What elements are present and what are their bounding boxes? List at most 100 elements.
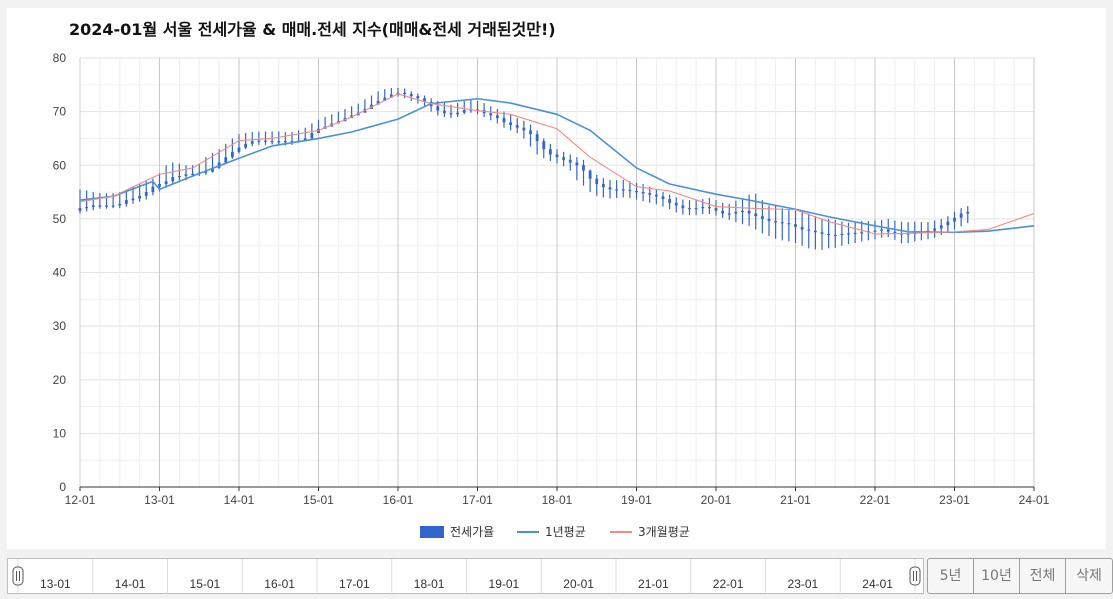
navigator-label: 21-01 xyxy=(638,577,669,591)
range-all-button[interactable]: 전체 xyxy=(1020,559,1066,593)
navigator-label: 17-01 xyxy=(339,577,370,591)
candle-body xyxy=(124,200,128,204)
legend: 전세가율 1년평균 3개월평균 xyxy=(420,525,690,539)
candle-body xyxy=(383,97,387,101)
candle-body xyxy=(85,207,89,209)
candle-body xyxy=(886,229,890,232)
candle-body xyxy=(668,199,672,203)
candle-body xyxy=(847,233,850,235)
candle-body xyxy=(237,147,241,152)
candle-body xyxy=(674,202,678,206)
navigator-svg[interactable]: 13-01 14-01 15-01 16-01 17-01 18-01 19-01 20-01… xyxy=(8,559,925,595)
candle-body xyxy=(621,189,625,191)
candle-body xyxy=(741,210,744,213)
candle-body xyxy=(555,154,559,158)
candle-body xyxy=(754,213,758,217)
candle-body xyxy=(403,92,407,95)
candle-body xyxy=(860,232,864,234)
candle-body xyxy=(747,210,751,214)
candle-body xyxy=(648,193,652,195)
navigator-label: 24-01 xyxy=(862,577,893,591)
candle-body xyxy=(780,222,784,224)
candle-body xyxy=(548,149,552,155)
x-tick-label: 17-01 xyxy=(462,493,493,507)
candle-body xyxy=(409,93,413,97)
candle-body xyxy=(515,125,519,128)
candle-body xyxy=(118,203,122,206)
candle-body xyxy=(939,225,943,229)
x-tick-label: 15-01 xyxy=(303,493,334,507)
candle-body xyxy=(641,192,645,194)
candle-body xyxy=(787,223,791,225)
series-line-quarterly xyxy=(79,93,1035,235)
range-10y-button[interactable]: 10년 xyxy=(974,559,1020,593)
x-tick-label: 12-01 xyxy=(65,493,96,507)
navigator-label: 13-01 xyxy=(40,577,71,591)
candle-body xyxy=(495,115,499,119)
chart-svg[interactable]: 0 10 20 30 40 50 60 70 80 12-01 13-01 14-01 15-01 16-… xyxy=(0,0,1113,550)
candle-body xyxy=(151,186,155,193)
navigator-label: 16-01 xyxy=(264,577,295,591)
y-tick-label: 40 xyxy=(53,266,67,280)
candle-body xyxy=(707,207,711,209)
range-button-group: 5년 10년 전체 삭제 xyxy=(927,558,1113,594)
candle-body xyxy=(456,112,460,115)
y-tick-label: 10 xyxy=(53,426,67,440)
candle-body xyxy=(800,226,804,230)
candle-body xyxy=(893,231,897,234)
x-tick-label: 13-01 xyxy=(144,493,175,507)
candle-body xyxy=(595,178,599,185)
candle-body xyxy=(840,233,844,236)
candle-body xyxy=(966,211,970,214)
candle-body xyxy=(264,140,267,142)
candle-body xyxy=(303,138,307,141)
candle-body xyxy=(138,195,142,199)
candle-body xyxy=(244,143,248,148)
candle-body xyxy=(727,213,731,215)
navigator-label: 23-01 xyxy=(788,577,819,591)
candle-body xyxy=(601,184,605,188)
candle-body xyxy=(184,174,188,176)
y-tick-label: 20 xyxy=(53,373,67,387)
candle-body xyxy=(270,141,274,143)
candle-body xyxy=(933,228,937,231)
candle-body xyxy=(542,141,546,150)
candle-body xyxy=(714,208,718,211)
candle-body xyxy=(661,196,665,200)
y-tick-label: 70 xyxy=(53,105,67,119)
navigator-label: 15-01 xyxy=(190,577,221,591)
legend-swatch-box xyxy=(420,526,444,538)
x-tick-label: 21-01 xyxy=(780,493,811,507)
chart-title: 2024-01월 서울 전세가율 & 매매.전세 지수(매매&전세 거래된것만!… xyxy=(69,20,556,39)
candle-body xyxy=(853,232,857,235)
candle-body xyxy=(144,192,148,196)
candle-body xyxy=(277,141,281,143)
candle-body xyxy=(177,175,181,178)
candle-body xyxy=(164,181,168,185)
candle-body xyxy=(509,122,513,126)
range-navigator[interactable]: 13-01 14-01 15-01 16-01 17-01 18-01 19-01 20-01… xyxy=(7,558,925,595)
candle-body xyxy=(211,167,214,172)
candle-body xyxy=(959,213,963,218)
y-tick-label: 30 xyxy=(53,319,67,333)
navigator-label: 19-01 xyxy=(489,577,520,591)
candle-body xyxy=(760,216,764,219)
candle-body xyxy=(873,230,877,232)
candle-body xyxy=(635,190,638,193)
candle-body xyxy=(502,118,506,123)
candle-body xyxy=(774,221,778,223)
navigator-right-handle[interactable] xyxy=(909,566,921,586)
candle-body xyxy=(98,205,102,207)
candle-body xyxy=(615,189,619,191)
range-delete-button[interactable]: 삭제 xyxy=(1076,568,1102,584)
x-tick-label: 14-01 xyxy=(224,493,255,507)
candle-body xyxy=(562,157,566,160)
range-5y-button[interactable]: 5년 xyxy=(928,559,974,593)
candle-body xyxy=(111,205,115,207)
navigator-left-handle[interactable] xyxy=(12,566,24,586)
candle-body xyxy=(131,198,135,201)
candle-body xyxy=(290,141,294,143)
candle-body xyxy=(880,229,884,231)
candle-body xyxy=(522,127,526,131)
candle-body xyxy=(953,217,956,222)
